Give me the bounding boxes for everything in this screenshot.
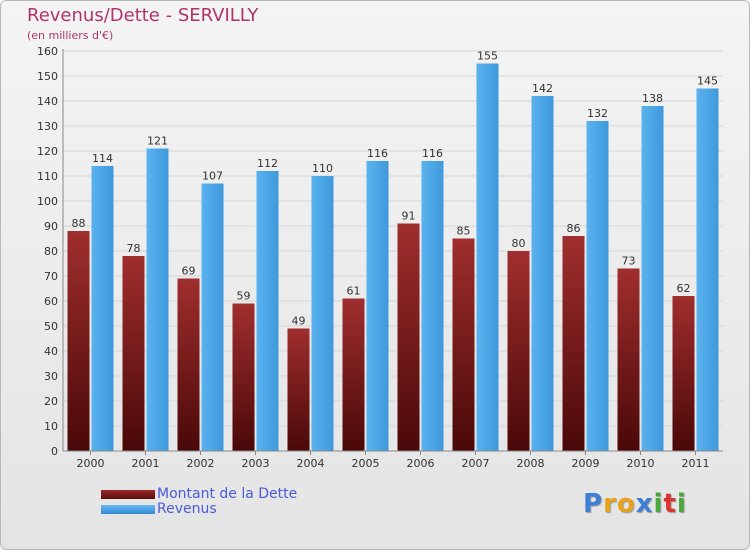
bar-revenus xyxy=(91,166,114,451)
chart-subtitle: (en milliers d'€) xyxy=(27,29,114,42)
bar-revenus xyxy=(366,161,389,451)
x-tick-label: 2010 xyxy=(627,457,655,470)
bar-dette xyxy=(287,328,310,451)
bar-revenus xyxy=(201,183,224,451)
data-label-revenus: 107 xyxy=(202,170,223,183)
data-label-revenus: 155 xyxy=(477,50,498,63)
data-label-revenus: 132 xyxy=(587,107,608,120)
bar-dette xyxy=(672,296,695,451)
y-tick-label: 60 xyxy=(44,295,58,308)
x-tick-label: 2002 xyxy=(187,457,215,470)
y-tick-label: 110 xyxy=(37,170,58,183)
bar-revenus xyxy=(311,176,334,451)
data-label-dette: 61 xyxy=(347,285,361,298)
legend-swatch-dette xyxy=(101,490,155,499)
data-label-dette: 62 xyxy=(677,282,691,295)
bar-dette xyxy=(122,256,145,451)
logo-letter: x xyxy=(635,489,654,519)
x-tick-label: 2003 xyxy=(242,457,270,470)
y-tick-label: 40 xyxy=(44,345,58,358)
bar-dette xyxy=(397,223,420,451)
logo-letter: P xyxy=(583,489,604,519)
x-tick-label: 2007 xyxy=(462,457,490,470)
data-label-dette: 85 xyxy=(457,225,471,238)
bar-dette xyxy=(562,236,585,451)
bar-revenus xyxy=(256,171,279,451)
data-label-revenus: 121 xyxy=(147,135,168,148)
y-tick-label: 160 xyxy=(37,45,58,58)
y-tick-label: 50 xyxy=(44,320,58,333)
data-label-dette: 78 xyxy=(127,242,141,255)
bar-revenus xyxy=(146,148,169,451)
legend-swatch-revenus xyxy=(101,505,155,514)
logo-letter: i xyxy=(653,489,664,519)
x-tick-label: 2004 xyxy=(297,457,325,470)
data-label-revenus: 116 xyxy=(367,147,388,160)
chart-title: Revenus/Dette - SERVILLY xyxy=(27,5,259,26)
legend-label-revenus: Revenus xyxy=(157,501,217,517)
data-label-revenus: 110 xyxy=(312,162,333,175)
y-tick-label: 80 xyxy=(44,245,58,258)
data-label-dette: 80 xyxy=(512,237,526,250)
bar-revenus xyxy=(476,63,499,451)
logo-letter: o xyxy=(616,489,636,519)
bars xyxy=(67,63,719,451)
data-labels: 88 114 78 121 69 107 59 112 49 110 61 116 91 116 85 155… xyxy=(72,50,719,328)
bar-revenus xyxy=(696,88,719,451)
y-tick-label: 120 xyxy=(37,145,58,158)
logo-letter: i xyxy=(676,489,687,519)
y-tick-label: 70 xyxy=(44,270,58,283)
data-label-dette: 91 xyxy=(402,210,416,223)
data-label-revenus: 138 xyxy=(642,92,663,105)
data-label-revenus: 142 xyxy=(532,82,553,95)
bar-dette xyxy=(617,268,640,451)
data-label-revenus: 112 xyxy=(257,157,278,170)
y-tick-label: 140 xyxy=(37,95,58,108)
y-tick-label: 0 xyxy=(51,445,58,458)
y-tick-label: 130 xyxy=(37,120,58,133)
bar-dette xyxy=(507,251,530,451)
data-label-dette: 69 xyxy=(182,265,196,278)
x-tick-label: 2009 xyxy=(572,457,600,470)
bar-dette xyxy=(67,231,90,451)
data-label-revenus: 114 xyxy=(92,152,113,165)
bar-revenus xyxy=(586,121,609,451)
y-tick-label: 100 xyxy=(37,195,58,208)
data-label-dette: 59 xyxy=(237,290,251,303)
data-label-dette: 86 xyxy=(567,222,581,235)
bar-dette xyxy=(452,238,475,451)
grid-lines xyxy=(63,50,723,452)
data-label-dette: 73 xyxy=(622,255,636,268)
x-tick-label: 2011 xyxy=(682,457,710,470)
y-tick-label: 20 xyxy=(44,395,58,408)
data-label-revenus: 116 xyxy=(422,147,443,160)
y-tick-label: 30 xyxy=(44,370,58,383)
y-tick-label: 90 xyxy=(44,220,58,233)
axes: 0 10 20 30 40 50 60 70 80 90 100 110 120 130 140 150 160… xyxy=(37,45,723,470)
x-tick-label: 2008 xyxy=(517,457,545,470)
data-label-dette: 88 xyxy=(72,217,86,230)
bar-dette xyxy=(342,298,365,451)
bar-dette xyxy=(177,278,200,451)
x-tick-label: 2001 xyxy=(132,457,160,470)
bar-revenus xyxy=(531,96,554,451)
y-tick-label: 150 xyxy=(37,70,58,83)
x-tick-label: 2005 xyxy=(352,457,380,470)
y-tick-label: 10 xyxy=(44,420,58,433)
bar-revenus xyxy=(421,161,444,451)
logo-letter: r xyxy=(603,489,617,519)
logo-letter: t xyxy=(663,489,677,519)
x-tick-label: 2000 xyxy=(77,457,105,470)
bar-revenus xyxy=(641,106,664,451)
data-label-revenus: 145 xyxy=(697,75,718,88)
data-label-dette: 49 xyxy=(292,315,306,328)
legend-label-dette: Montant de la Dette xyxy=(157,486,298,502)
x-tick-label: 2006 xyxy=(407,457,435,470)
bar-dette xyxy=(232,303,255,451)
proxiti-logo: Proxiti xyxy=(583,489,687,519)
